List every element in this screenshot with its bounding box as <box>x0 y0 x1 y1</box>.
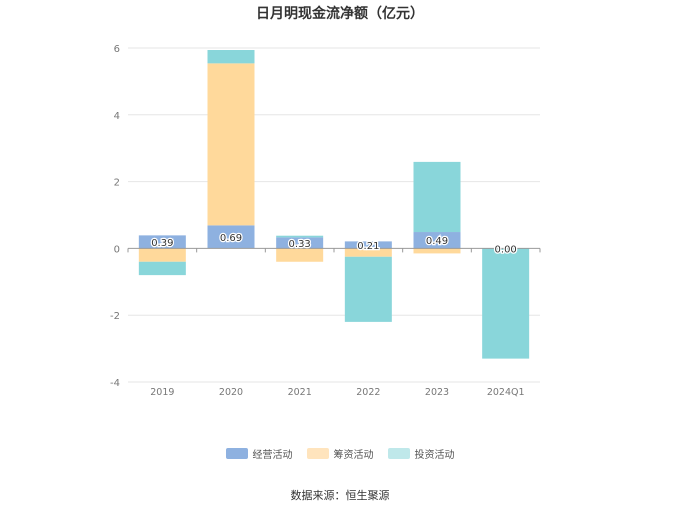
data-label-2023: 0.49 <box>426 236 448 247</box>
bar-2022-series-0 <box>344 241 392 249</box>
legend-item-investing[interactable]: 投资活动 <box>387 446 455 461</box>
x-tick-label-2020: 2020 <box>219 387 243 398</box>
bar-2021-series-0 <box>276 237 324 249</box>
x-tick-label-2024q1: 2024Q1 <box>487 387 525 398</box>
bar-2024q1-series-2 <box>482 248 530 359</box>
bar-2023-series-0 <box>413 232 461 249</box>
y-tick-label: -2 <box>110 311 120 322</box>
data-label-2019: 0.39 <box>151 238 173 249</box>
legend-swatch-operating <box>225 448 248 459</box>
legend: 经营活动 筹资活动 投资活动 <box>0 446 680 461</box>
data-label-2024q1: 0.00 <box>495 244 517 255</box>
x-tick-label-2021: 2021 <box>288 387 312 398</box>
y-tick-label: 2 <box>114 178 120 189</box>
data-label-2020: 0.69 <box>220 233 242 244</box>
bar-2019-series-1 <box>138 248 186 262</box>
legend-label-financing: 筹资活动 <box>333 450 374 461</box>
bar-2019-series-0 <box>138 235 186 249</box>
bar-2020-series-1 <box>207 63 255 226</box>
source-note: 数据来源：恒生聚源 <box>290 489 390 502</box>
bar-2023-series-2 <box>413 161 461 233</box>
bar-2020-series-0 <box>207 225 255 249</box>
y-axis-ticks: -4 -2 0 2 4 6 <box>110 44 120 389</box>
data-label-2021: 0.33 <box>289 239 311 250</box>
bars <box>138 50 530 359</box>
y-tick-label: -4 <box>110 378 120 389</box>
legend-label-operating: 经营活动 <box>252 450 293 461</box>
x-tick-label-2023: 2023 <box>425 387 449 398</box>
x-tick-label-2022: 2022 <box>356 387 380 398</box>
legend-swatch-investing <box>387 448 410 459</box>
zero-axis <box>127 247 541 253</box>
bar-2021-series-1 <box>276 248 324 262</box>
bar-2022-series-1 <box>344 248 392 257</box>
legend-item-financing[interactable]: 筹资活动 <box>306 446 374 461</box>
bar-2019-series-2 <box>138 261 186 276</box>
y-tick-label: 6 <box>114 44 120 55</box>
x-tick-label-2019: 2019 <box>150 387 174 398</box>
y-tick-label: 0 <box>114 244 120 255</box>
x-axis-ticks: 2019 2020 2021 2022 2023 2024Q1 <box>150 387 524 398</box>
gridlines <box>128 47 540 383</box>
bar-2023-series-1 <box>413 248 461 254</box>
legend-item-operating[interactable]: 经营活动 <box>225 446 293 461</box>
chart-title: 日月明现金流净额（亿元） <box>256 6 424 22</box>
data-labels: 0.39 0.69 0.33 0.21 0.49 0.00 <box>150 232 518 257</box>
y-tick-label: 4 <box>114 111 120 122</box>
bar-2021-series-2 <box>276 235 324 238</box>
bar-2020-series-2 <box>207 50 255 64</box>
bar-2022-series-2 <box>344 256 392 322</box>
legend-swatch-financing <box>306 448 329 459</box>
data-label-2022: 0.21 <box>357 241 379 252</box>
legend-label-investing: 投资活动 <box>414 450 455 461</box>
